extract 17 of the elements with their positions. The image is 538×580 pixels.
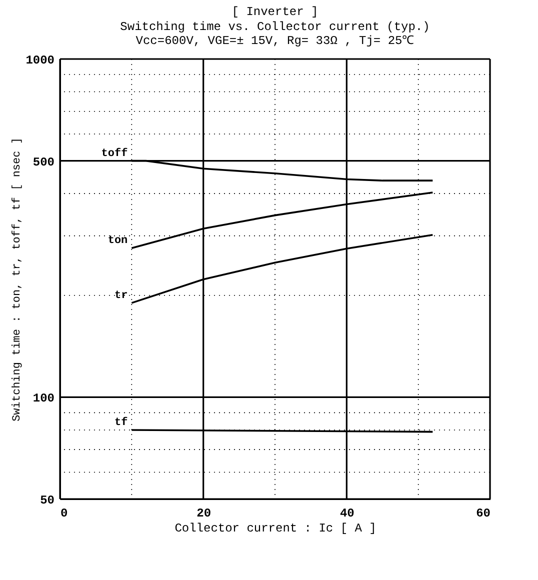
- y-tick-label: 1000: [26, 54, 54, 68]
- series-label: ton: [108, 235, 128, 248]
- series-label: tr: [114, 290, 128, 302]
- x-axis-title: Collector current : Ic [ A ]: [174, 522, 376, 536]
- y-tick-label: 500: [32, 155, 54, 170]
- x-tick-label: 20: [196, 506, 212, 520]
- series-label: tf: [114, 416, 128, 429]
- y-tick-label: 50: [40, 494, 54, 508]
- y-tick-label: 100: [32, 392, 54, 406]
- x-tick-label: 60: [476, 506, 490, 520]
- y-axis-title: Switching time : ton, tr, toff, tf [ nsec ]: [12, 138, 24, 422]
- x-tick-label: 0: [60, 506, 68, 520]
- chart-title: [ Inverter ]: [232, 5, 318, 19]
- text: Switching time vs. Collector current (typ.): [120, 20, 430, 34]
- x-tick-label: 40: [340, 506, 354, 520]
- text: Vcc=600V, VGE=± 15V, Rg= 33Ω , Tj= 25℃: [136, 34, 414, 48]
- series-label: toff: [101, 146, 128, 160]
